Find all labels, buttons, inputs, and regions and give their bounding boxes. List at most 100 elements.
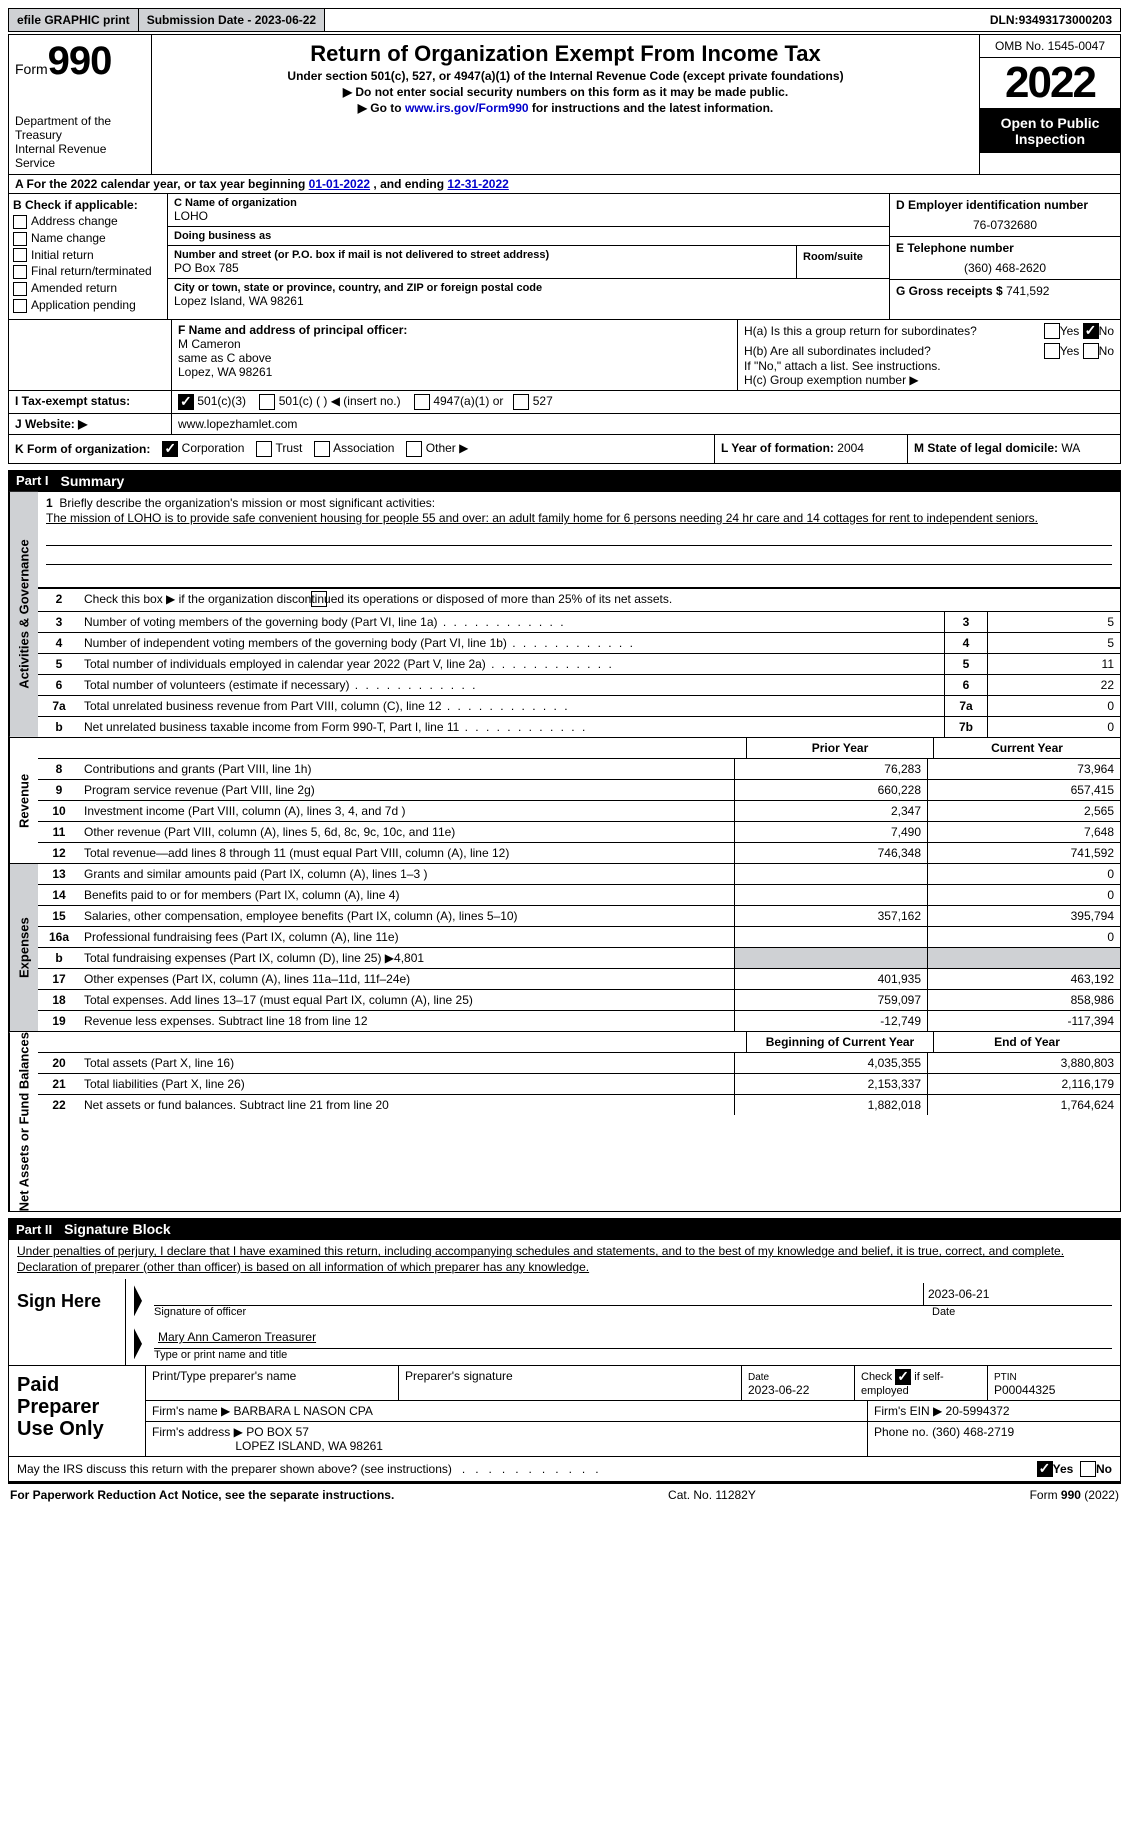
s1: 501(c)(3)	[197, 394, 246, 408]
d-label: D Employer identification number	[896, 198, 1114, 212]
hb-yes: Yes	[1060, 344, 1080, 358]
end-year-h: End of Year	[933, 1032, 1120, 1052]
hb-yes-box[interactable]	[1044, 343, 1060, 359]
status-527[interactable]	[513, 394, 529, 410]
ha-yes-box[interactable]	[1044, 323, 1060, 339]
ha-no: No	[1099, 324, 1114, 338]
mission-block: 1 Briefly describe the organization's mi…	[38, 492, 1120, 588]
firm-ein-label: Firm's EIN ▶	[874, 1404, 942, 1418]
e-label: E Telephone number	[896, 241, 1114, 255]
part-i-title: Summary	[61, 473, 125, 489]
firm-label: Firm's name ▶	[152, 1404, 230, 1418]
status-row: I Tax-exempt status: 501(c)(3) 501(c) ( …	[8, 391, 1121, 414]
assoc-label: Association	[333, 441, 394, 455]
summary-line: 16aProfessional fundraising fees (Part I…	[38, 927, 1120, 948]
street-label: Number and street (or P.O. box if mail i…	[174, 249, 790, 261]
vtab-revenue: Revenue	[9, 738, 38, 863]
g-label: G Gross receipts $	[896, 284, 1003, 298]
header-center: Return of Organization Exempt From Incom…	[152, 35, 979, 174]
prep-date: 2023-06-22	[748, 1383, 809, 1397]
summary-line: 15Salaries, other compensation, employee…	[38, 906, 1120, 927]
website: www.lopezhamlet.com	[172, 414, 1120, 434]
irs-link[interactable]: www.irs.gov/Form990	[405, 101, 529, 115]
sign-here-label: Sign Here	[9, 1279, 126, 1365]
street: PO Box 785	[174, 261, 790, 275]
s2: 501(c) ( ) ◀ (insert no.)	[279, 394, 401, 408]
trust-label: Trust	[276, 441, 303, 455]
corp-label: Corporation	[182, 441, 245, 455]
section-b: B Check if applicable: Address change Na…	[9, 194, 168, 319]
check-amended[interactable]	[13, 282, 27, 296]
check-name[interactable]	[13, 232, 27, 246]
org-trust[interactable]	[256, 441, 272, 457]
form-title: Return of Organization Exempt From Incom…	[158, 41, 973, 67]
discuss-no-box[interactable]	[1080, 1461, 1096, 1477]
org-corp[interactable]	[162, 441, 178, 457]
summary-line: 13Grants and similar amounts paid (Part …	[38, 864, 1120, 885]
hb-no-box[interactable]	[1083, 343, 1099, 359]
form-prefix: Form	[15, 61, 48, 77]
prior-year-h: Prior Year	[746, 738, 933, 758]
ptin: P00044325	[994, 1383, 1055, 1397]
summary-line: 10Investment income (Part VIII, column (…	[38, 801, 1120, 822]
firm-ein: 20-5994372	[946, 1404, 1010, 1418]
ha-label: H(a) Is this a group return for subordin…	[744, 324, 1044, 338]
sig-arrow-icon	[134, 1285, 142, 1316]
top-bar: efile GRAPHIC print Submission Date - 20…	[8, 8, 1121, 32]
check-pending-label: Application pending	[31, 298, 136, 312]
gross-receipts: 741,592	[1006, 284, 1049, 298]
officer-name: M Cameron	[178, 337, 241, 351]
section-m: M State of legal domicile: WA	[907, 435, 1120, 463]
dln: DLN: 93493173000203	[982, 9, 1120, 31]
prep-date-l: Date	[748, 1372, 769, 1383]
other-label: Other ▶	[426, 441, 469, 455]
l-val: 2004	[837, 441, 864, 455]
check-amended-label: Amended return	[31, 281, 117, 295]
status-501c3[interactable]	[178, 394, 194, 410]
check-address-label: Address change	[31, 214, 118, 228]
entity-info: B Check if applicable: Address change Na…	[8, 194, 1121, 320]
l-label: L Year of formation:	[721, 441, 834, 455]
firm-addr-label: Firm's address ▶	[152, 1425, 243, 1439]
header-right: OMB No. 1545-0047 2022 Open to Public In…	[979, 35, 1120, 174]
hc-label: H(c) Group exemption number ▶	[744, 373, 1114, 387]
section-a: A For the 2022 calendar year, or tax yea…	[8, 175, 1121, 194]
ha-no-box[interactable]	[1083, 323, 1099, 339]
declaration: Under penalties of perjury, I declare th…	[9, 1240, 1120, 1279]
check-initial[interactable]	[13, 248, 27, 262]
part-ii-title: Signature Block	[64, 1221, 171, 1237]
self-employed-check[interactable]	[895, 1369, 911, 1385]
vtab-expenses: Expenses	[9, 864, 38, 1031]
discuss-yes-box[interactable]	[1037, 1461, 1053, 1477]
preparer-label: Paid Preparer Use Only	[9, 1366, 146, 1456]
status-4947[interactable]	[414, 394, 430, 410]
discuss-row: May the IRS discuss this return with the…	[9, 1456, 1120, 1481]
vtab-activities: Activities & Governance	[9, 492, 38, 737]
check-final[interactable]	[13, 265, 27, 279]
dba-label: Doing business as	[174, 230, 883, 242]
summary-line: 20Total assets (Part X, line 16)4,035,35…	[38, 1053, 1120, 1074]
part-ii-num: Part II	[16, 1222, 52, 1237]
form-number: 990	[48, 39, 112, 83]
rev-header: Prior Year Current Year	[38, 738, 1120, 759]
discuss-q: May the IRS discuss this return with the…	[17, 1462, 452, 1476]
warning1: ▶ Do not enter social security numbers o…	[158, 85, 973, 99]
summary-line: 11Other revenue (Part VIII, column (A), …	[38, 822, 1120, 843]
org-other[interactable]	[406, 441, 422, 457]
signature-block: Under penalties of perjury, I declare th…	[8, 1240, 1121, 1482]
s4: 527	[533, 394, 553, 408]
dln-value: 93493173000203	[1019, 13, 1112, 27]
check-pending[interactable]	[13, 299, 27, 313]
check-address[interactable]	[13, 215, 27, 229]
k-label: K Form of organization:	[15, 442, 150, 456]
check-initial-label: Initial return	[31, 248, 94, 262]
efile-button[interactable]: efile GRAPHIC print	[9, 9, 139, 31]
officer-row: F Name and address of principal officer:…	[8, 320, 1121, 391]
org-assoc[interactable]	[314, 441, 330, 457]
f-label: F Name and address of principal officer:	[178, 323, 407, 337]
m-label: M State of legal domicile:	[914, 441, 1058, 455]
status-501c[interactable]	[259, 394, 275, 410]
summary-line: 8Contributions and grants (Part VIII, li…	[38, 759, 1120, 780]
begin-date: 01-01-2022	[309, 177, 370, 191]
line2-check[interactable]	[311, 591, 327, 607]
